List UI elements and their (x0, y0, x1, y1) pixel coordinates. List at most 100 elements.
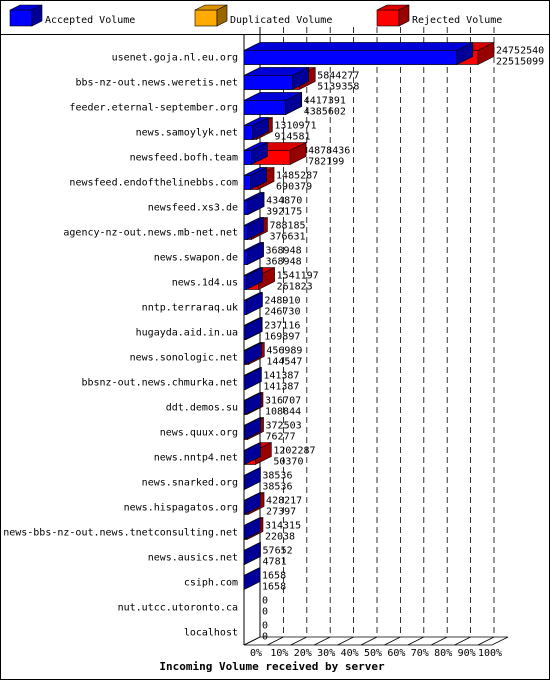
x-tick-label: 70% (411, 648, 429, 659)
bar-side (456, 42, 474, 65)
value-label-accepted: 392175 (266, 207, 302, 218)
bar-front (243, 175, 251, 190)
bar-side (255, 442, 272, 465)
accepted-bar (243, 517, 261, 540)
tick-mark (360, 636, 378, 646)
bar-side (243, 492, 261, 515)
value-label-total: 316707 (265, 396, 301, 407)
accepted-bar (243, 567, 261, 590)
value-label-total: 368948 (265, 246, 301, 257)
value-label-accepted: 4781 (263, 557, 287, 568)
tick-mark (407, 636, 424, 646)
accepted-bar (243, 392, 262, 415)
bar-front (9, 9, 33, 27)
category-label: bbsnz-out.news.chmurka.net (81, 378, 238, 389)
legend-key (376, 4, 410, 27)
bar-side (246, 267, 263, 290)
value-label-total: 4417391 (304, 96, 346, 107)
value-label-total: 5844277 (317, 71, 359, 82)
accepted-bar (243, 217, 264, 240)
tick-mark (243, 636, 261, 646)
bar-side (31, 4, 43, 27)
category-label: localhost (184, 628, 238, 639)
category-label: news.snarked.org (142, 478, 238, 489)
value-label-accepted: 368948 (265, 257, 301, 268)
bar-side (244, 467, 261, 490)
category-label: news.swapon.de (154, 253, 238, 264)
accepted-bar (243, 92, 302, 115)
accepted-bar (243, 492, 261, 515)
value-label-accepted: 690379 (276, 182, 312, 193)
value-label-total: 1485287 (276, 171, 318, 182)
bar-front (194, 9, 218, 27)
value-label-accepted: 76277 (266, 432, 296, 443)
bar-side (250, 167, 267, 190)
value-label-accepted: 1658 (262, 582, 286, 593)
accepted-bar (243, 142, 268, 165)
value-label-accepted: 5139358 (317, 82, 359, 93)
bar-side (285, 92, 302, 115)
value-label-accepted: 914581 (274, 132, 310, 143)
accepted-bar (243, 442, 261, 465)
category-label: news-bbs-nz-out.news.tnetconsulting.net (3, 528, 238, 539)
bar-front (243, 300, 247, 315)
bar-side (216, 4, 228, 27)
category-label: news.samoylyk.net (136, 128, 238, 139)
tick-mark (267, 636, 284, 646)
accepted-bar (243, 467, 261, 490)
bar-front (243, 250, 248, 265)
bar-side (258, 267, 275, 290)
accepted-bar (243, 192, 265, 215)
category-label: news.ausics.net (148, 553, 238, 564)
value-label-total: 237116 (264, 321, 300, 332)
value-label-total: 4878436 (308, 146, 350, 157)
tick-mark (290, 636, 307, 646)
value-label-total: 248910 (264, 296, 300, 307)
x-tick-label: 10% (270, 648, 288, 659)
bar-side (247, 217, 264, 240)
value-label-accepted: 246730 (264, 307, 300, 318)
value-label-total: 314315 (265, 521, 301, 532)
accepted-bar (243, 42, 474, 65)
value-label-total: 57652 (263, 546, 293, 557)
category-label: agency-nz-out.news.mb-net.net (63, 228, 238, 239)
x-tick-label: 50% (364, 648, 382, 659)
value-label-accepted: 22038 (265, 532, 295, 543)
value-label-accepted: 27397 (266, 507, 296, 518)
bar-side (292, 67, 309, 90)
tick-mark (314, 636, 331, 646)
x-tick-label: 100% (478, 648, 502, 659)
value-label-accepted: 4385602 (304, 107, 346, 118)
x-tick-label: 80% (434, 648, 452, 659)
value-label-total: 788185 (269, 221, 305, 232)
accepted-bar (243, 242, 264, 265)
category-label: hugayda.aid.in.ua (136, 328, 238, 339)
x-tick-label: 40% (341, 648, 359, 659)
value-label-total: 1541197 (277, 271, 319, 282)
value-label-total: 1310971 (274, 121, 316, 132)
x-tick-label: 30% (317, 648, 335, 659)
value-label-total: 1202287 (273, 446, 315, 457)
accepted-bar (243, 117, 269, 140)
bar-side (244, 442, 261, 465)
value-label-accepted: 376631 (269, 232, 305, 243)
bar-side (245, 317, 262, 340)
value-label-accepted: 38536 (262, 482, 292, 493)
bar-side (244, 392, 262, 415)
value-label-accepted: 0 (262, 607, 268, 618)
value-label-accepted: 22515099 (496, 57, 544, 68)
bar-side (247, 242, 264, 265)
value-label-accepted: 144547 (266, 357, 302, 368)
bar-side (243, 517, 261, 540)
category-label: news.1d4.us (172, 278, 238, 289)
category-label: usenet.goja.nl.eu.org (112, 53, 238, 64)
x-tick-label: 0% (250, 648, 262, 659)
category-label: feeder.eternal-september.org (69, 103, 238, 114)
category-label: newsfeed.xs3.de (148, 203, 238, 214)
category-label: bbs-nz-out.news.weretis.net (75, 78, 238, 89)
tick-mark (337, 636, 354, 646)
value-label-accepted: 141387 (263, 382, 299, 393)
category-label: news.quux.org (160, 428, 238, 439)
x-axis-title: Incoming Volume received by server (159, 660, 385, 673)
